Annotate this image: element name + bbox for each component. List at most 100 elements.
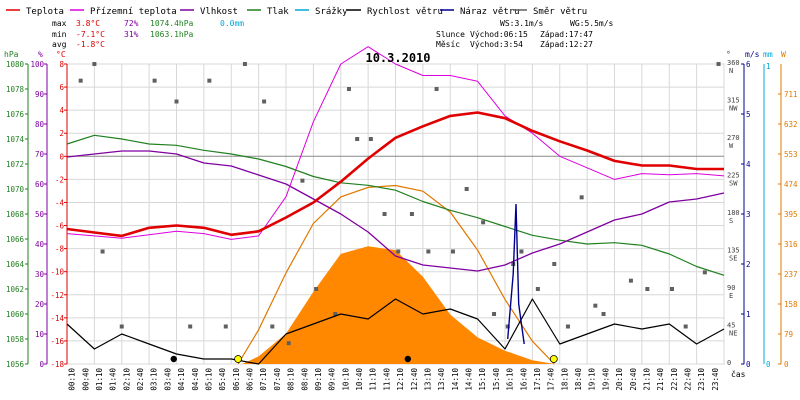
tick-label-pressure: 1074	[6, 135, 25, 144]
wind-direction-point	[188, 324, 193, 329]
legend: Teplota Přízemní teplota Vlhkost Tlak Sr…	[6, 7, 587, 17]
tick-label-solar: 316	[784, 240, 798, 249]
tick-label-time: 23:10	[697, 368, 706, 391]
tick-label-direction-degrees: 270	[727, 134, 740, 142]
moonset-marker	[404, 355, 412, 363]
wind-direction-point	[450, 249, 455, 254]
wind-direction-point	[669, 287, 674, 291]
stat-min-label: min	[52, 30, 67, 39]
stat-min-temp: -7.1°C	[76, 30, 105, 39]
tick-label-direction-degrees: 90	[727, 284, 735, 292]
tick-label-time: 13:40	[437, 368, 446, 391]
tick-label-solar: 0	[784, 360, 789, 369]
tick-label-humidity: 70	[35, 150, 45, 159]
moonrise-marker	[170, 355, 177, 363]
series-solar-theoretical	[237, 184, 555, 365]
stat-max-press: 1074.4hPa	[150, 19, 194, 28]
tick-label-time: 20:10	[615, 368, 624, 391]
stat-min-hum: 31%	[124, 30, 139, 39]
tick-label-time: 08:40	[300, 368, 309, 391]
wind-direction-point	[481, 220, 486, 225]
tick-label-direction-name: NW	[729, 105, 738, 113]
tick-label-time: 09:10	[314, 368, 323, 391]
stats-panel: max 3.8°C 72% 1074.4hPa 0.0mm min -7.1°C…	[52, 19, 614, 49]
tick-label-time: 00:10	[68, 368, 77, 391]
tick-label-humidity: 20	[35, 300, 45, 309]
tick-label-solar: 711	[784, 90, 798, 99]
tick-label-time: 20:40	[629, 368, 638, 391]
wind-direction-point	[492, 312, 497, 316]
tick-label-time: 23:40	[711, 368, 720, 391]
tick-label-direction-name: S	[729, 217, 733, 225]
tick-label-wind: 4	[746, 160, 751, 169]
tick-label-time: 12:10	[396, 368, 405, 391]
legend-rain: Srážky	[315, 7, 348, 17]
tick-label-temperature: -14	[50, 314, 64, 323]
tick-label-rain: 0	[766, 360, 771, 369]
wind-ws: WS:3.1m/s	[500, 19, 544, 28]
tick-label-time: 19:10	[588, 368, 597, 391]
legend-ground-temperature: Přízemní teplota	[90, 7, 177, 17]
stat-min-press: 1063.1hPa	[150, 30, 194, 39]
tick-label-temperature: 8	[59, 60, 64, 69]
wind-direction-point	[535, 287, 540, 291]
moon-rise: Východ:3:54	[470, 40, 523, 49]
wind-direction-point	[174, 99, 179, 104]
tick-label-direction-name: SW	[729, 180, 738, 188]
chart-title: 10.3.2010	[365, 51, 430, 65]
tick-label-temperature: -12	[50, 291, 64, 300]
axis-caption-ms: m/s	[745, 50, 760, 59]
wind-direction-point	[270, 324, 275, 329]
tick-label-time: 04:10	[177, 368, 186, 391]
wind-direction-point	[262, 99, 267, 104]
wind-direction-point	[593, 303, 598, 308]
tick-label-direction-degrees: 45	[727, 322, 735, 330]
stat-max-hum: 72%	[124, 19, 139, 28]
wind-direction-point	[100, 249, 105, 254]
stat-max-label: max	[52, 19, 67, 28]
tick-label-time: 17:40	[547, 368, 556, 391]
wind-direction-point	[242, 62, 247, 66]
stat-avg-temp: -1.8°C	[76, 40, 105, 49]
tick-label-time: 15:40	[492, 368, 501, 391]
tick-label-direction-name: E	[729, 292, 733, 300]
tick-label-pressure: 1066	[6, 235, 25, 244]
wind-direction-point	[645, 287, 650, 291]
wind-direction-point	[409, 212, 414, 216]
tick-label-time: 01:10	[95, 368, 104, 391]
tick-label-time: 11:10	[369, 368, 378, 391]
series-ground-temperature	[66, 46, 725, 240]
sun-label: Slunce	[436, 30, 465, 39]
wind-direction-point	[702, 270, 707, 275]
wind-direction-point	[223, 324, 228, 329]
tick-label-direction-degrees: 180	[727, 209, 740, 217]
tick-label-direction-name: W	[729, 142, 734, 150]
tick-label-direction-degrees: 135	[727, 247, 740, 255]
tick-label-temperature: 2	[59, 129, 64, 138]
wind-direction-point	[152, 78, 157, 83]
tick-label-time: 07:40	[273, 368, 282, 391]
tick-label-time: 21:40	[656, 368, 665, 391]
wind-direction-point	[119, 324, 124, 329]
wind-direction-point	[300, 178, 305, 183]
tick-label-humidity: 80	[35, 120, 45, 129]
tick-label-temperature: 0	[59, 152, 64, 161]
tick-label-wind: 0	[746, 360, 751, 369]
legend-temperature: Teplota	[26, 7, 64, 17]
wind-direction-point	[333, 312, 338, 316]
tick-label-pressure: 1062	[6, 285, 24, 294]
tick-label-temperature: -10	[50, 268, 64, 277]
wind-direction-point	[716, 62, 721, 66]
series-wind-speed	[66, 298, 725, 365]
tick-label-time: 04:40	[191, 368, 200, 391]
tick-label-time: 19:40	[601, 368, 610, 391]
wind-direction-point	[382, 212, 387, 216]
tick-label-temperature: -18	[50, 360, 64, 369]
tick-label-humidity: 30	[35, 270, 45, 279]
tick-label-solar: 553	[784, 150, 798, 159]
wind-direction-point	[92, 62, 97, 66]
wind-direction-point	[368, 137, 373, 141]
tick-label-wind: 1	[746, 310, 751, 319]
sun-rise: Východ:06:15	[470, 30, 528, 39]
wind-direction-point	[355, 137, 360, 141]
